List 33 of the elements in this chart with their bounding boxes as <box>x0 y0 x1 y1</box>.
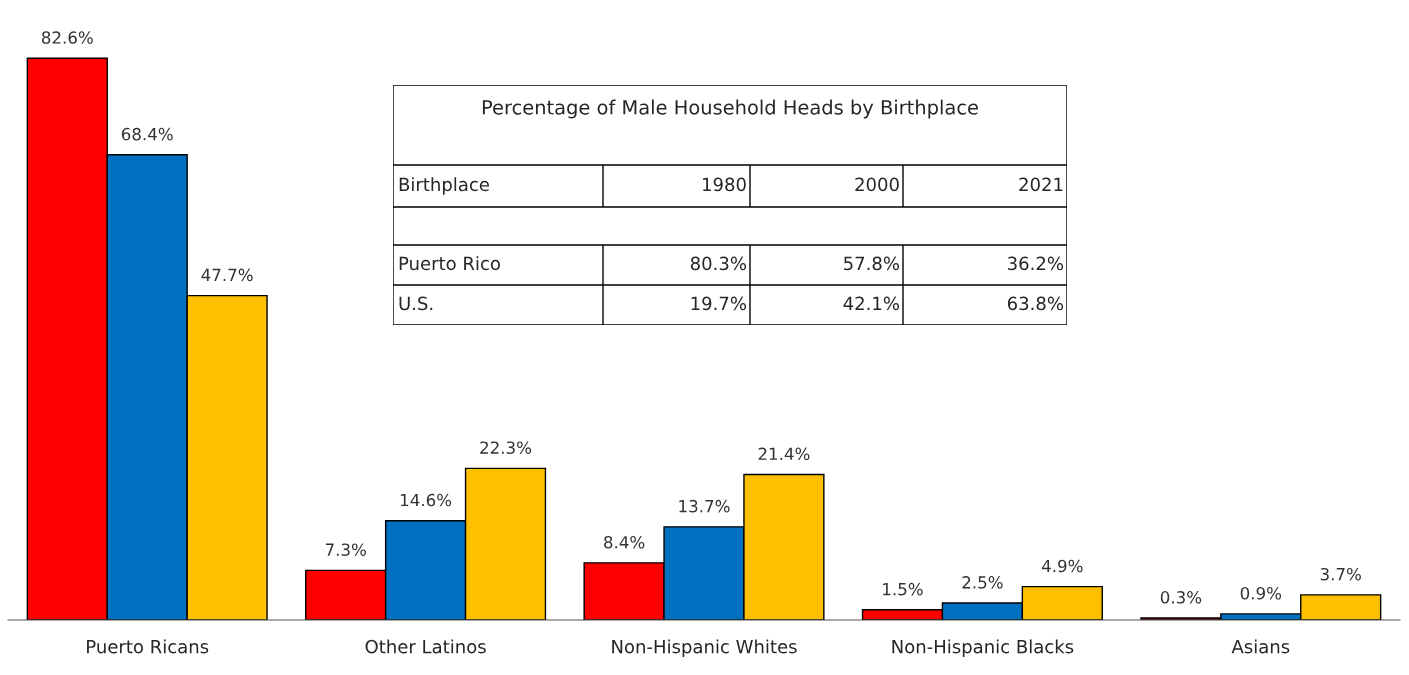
data-label: 13.7% <box>679 499 730 513</box>
data-label: 42.1% <box>843 296 899 311</box>
data-label: 21.4% <box>758 447 810 461</box>
data-label: 3.7% <box>1320 567 1361 581</box>
data-label: 19.7% <box>691 296 746 311</box>
data-label: 36.2% <box>1008 256 1063 271</box>
data-label: 68.4% <box>121 127 173 141</box>
x-tick-label: Puerto Ricans <box>87 639 209 654</box>
data-label: 0.9% <box>1240 586 1282 600</box>
data-label: 63.8% <box>1007 296 1063 311</box>
text: U.S. <box>399 296 433 311</box>
data-label: 80.3% <box>690 256 746 271</box>
text: Puerto Rico <box>399 256 500 271</box>
data-label: 14.6% <box>400 493 452 507</box>
x-tick-label: Non-Hispanic Whites <box>612 639 797 657</box>
category-label: 2021 <box>1019 177 1063 192</box>
data-label: 7.3% <box>325 543 366 557</box>
data-label: 57.8% <box>844 256 899 271</box>
category-label: 1980 <box>703 177 746 192</box>
x-tick-label: Asians <box>1231 639 1290 654</box>
category-label: 2000 <box>855 177 899 192</box>
data-label: 2.5% <box>962 576 1003 589</box>
data-label: 22.3% <box>480 441 532 454</box>
x-tick-label: Non-Hispanic Blacks <box>892 639 1074 657</box>
data-label: 82.6% <box>41 31 93 44</box>
data-label: 47.7% <box>201 268 253 282</box>
text: Percentage of Male Household Heads by Birthplace <box>482 99 978 119</box>
data-label: 8.4% <box>604 535 645 549</box>
x-tick-label: Other Latinos <box>365 639 486 654</box>
data-label: 1.5% <box>883 582 923 596</box>
text: Birthplace <box>399 177 489 195</box>
data-label: 0.3% <box>1160 591 1202 604</box>
data-label: 4.9% <box>1041 559 1083 573</box>
